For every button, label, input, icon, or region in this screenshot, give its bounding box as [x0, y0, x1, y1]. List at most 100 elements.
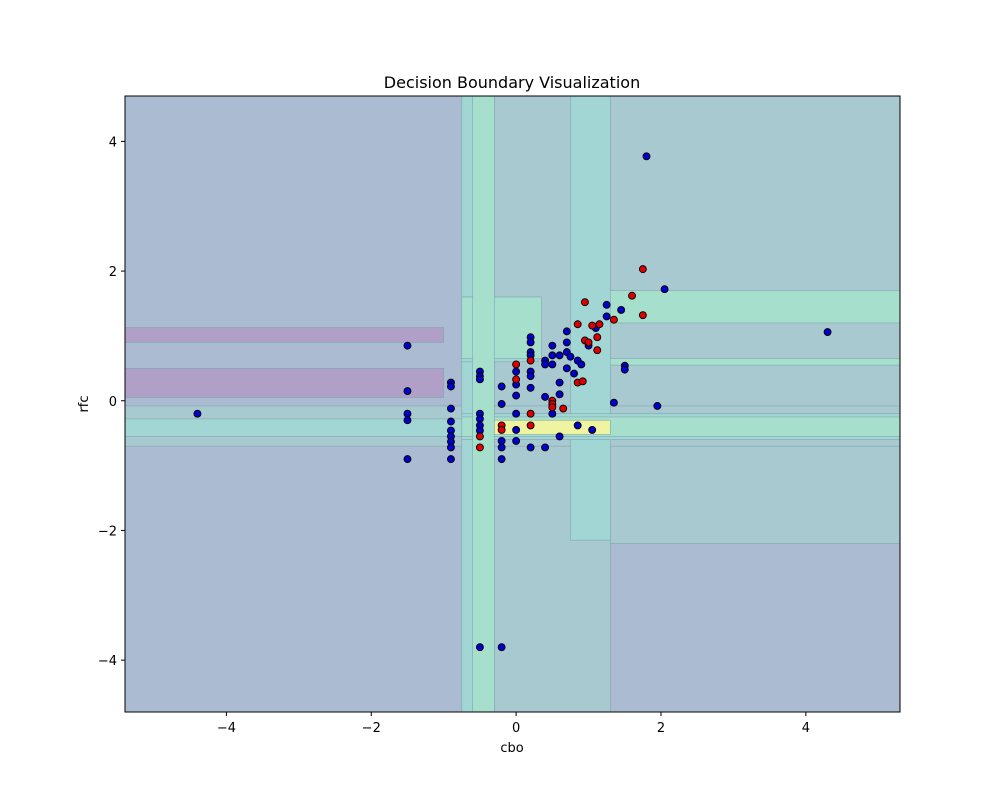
data-point-class-1 — [595, 320, 604, 329]
data-point-class-0 — [548, 351, 557, 360]
data-point-class-0 — [446, 404, 455, 413]
data-point-class-0 — [602, 312, 611, 321]
plot-frame — [124, 95, 901, 713]
data-point-class-1 — [593, 333, 602, 342]
y-tick-label: −2 — [98, 524, 117, 539]
data-point-class-1 — [628, 291, 636, 300]
data-point-class-0 — [512, 391, 521, 400]
data-point-class-0 — [570, 369, 579, 378]
x-tick-label: −4 — [217, 721, 236, 736]
data-point-class-0 — [403, 341, 412, 350]
decision-region-green — [609, 358, 900, 366]
data-points — [193, 152, 832, 652]
data-point-class-0 — [497, 382, 506, 391]
data-point-class-0 — [823, 328, 832, 336]
data-point-class-0 — [617, 306, 626, 314]
data-point-class-1 — [573, 320, 582, 329]
data-point-class-1 — [497, 425, 506, 434]
data-point-class-0 — [548, 360, 557, 369]
data-point-class-0 — [512, 437, 521, 445]
y-tick-label: −4 — [98, 654, 117, 669]
data-point-class-0 — [497, 643, 506, 652]
data-point-class-0 — [526, 372, 535, 381]
data-point-class-1 — [475, 432, 484, 441]
data-point-class-0 — [475, 643, 484, 652]
x-tick-label: −2 — [362, 721, 381, 736]
data-point-class-0 — [403, 409, 412, 418]
data-point-class-0 — [562, 327, 571, 336]
data-point-class-0 — [446, 417, 455, 426]
data-point-class-1 — [609, 315, 618, 324]
data-point-class-0 — [526, 443, 535, 452]
x-tick-label: 0 — [512, 721, 520, 736]
decision-region-green — [609, 290, 900, 324]
data-point-class-0 — [541, 443, 550, 452]
data-point-class-0 — [566, 352, 575, 361]
decision-regions — [125, 96, 900, 712]
data-point-class-1 — [512, 375, 521, 384]
data-point-class-0 — [541, 392, 550, 401]
y-tick-label: 0 — [109, 395, 117, 410]
data-point-class-0 — [577, 360, 586, 369]
data-point-class-0 — [512, 409, 521, 418]
data-point-class-0 — [602, 300, 611, 309]
data-point-class-0 — [541, 360, 550, 369]
data-point-class-1 — [526, 409, 535, 418]
data-point-class-0 — [446, 443, 455, 452]
data-point-class-0 — [555, 378, 564, 387]
data-point-class-0 — [642, 152, 651, 161]
x-axis-label: cbo — [500, 741, 523, 756]
data-point-class-0 — [475, 375, 484, 384]
data-point-class-0 — [497, 455, 506, 464]
data-point-class-0 — [660, 285, 669, 294]
data-point-class-1 — [526, 356, 535, 365]
data-point-class-1 — [512, 360, 521, 369]
data-point-class-0 — [548, 409, 557, 418]
data-point-class-0 — [446, 382, 455, 391]
y-tick-label: 4 — [109, 135, 117, 150]
data-point-class-0 — [555, 351, 564, 360]
x-axis-ticks: −4 −2 0 2 4 — [217, 712, 810, 736]
data-point-class-0 — [562, 364, 571, 373]
data-point-class-0 — [512, 367, 521, 376]
data-point-class-0 — [497, 437, 506, 445]
x-tick-label: 2 — [657, 721, 665, 736]
data-point-class-0 — [403, 455, 412, 464]
data-point-class-0 — [548, 341, 557, 350]
data-point-class-1 — [526, 421, 535, 430]
data-point-class-0 — [403, 387, 412, 395]
data-point-class-0 — [573, 421, 582, 430]
data-point-class-1 — [588, 321, 597, 330]
data-point-class-0 — [555, 432, 564, 441]
decision-region-purple — [125, 368, 444, 398]
data-point-class-1 — [638, 311, 647, 320]
y-axis-ticks: −4 −2 0 2 4 — [98, 135, 125, 669]
data-point-class-0 — [562, 338, 571, 347]
data-point-class-0 — [497, 400, 506, 408]
data-point-class-0 — [588, 425, 597, 434]
decision-region-teal — [125, 418, 463, 437]
data-point-class-1 — [638, 265, 647, 274]
data-point-class-1 — [584, 338, 593, 347]
y-tick-label: 2 — [109, 265, 117, 280]
data-point-class-0 — [555, 390, 564, 399]
data-point-class-0 — [653, 401, 662, 410]
data-point-class-0 — [609, 398, 618, 407]
x-tick-label: 4 — [802, 721, 810, 736]
data-point-class-0 — [526, 338, 535, 347]
data-point-class-0 — [620, 365, 629, 374]
data-point-class-1 — [548, 403, 557, 412]
data-point-class-0 — [403, 416, 412, 425]
decision-region-yellow — [494, 419, 611, 435]
data-point-class-1 — [593, 346, 602, 355]
chart-title: Decision Boundary Visualization — [384, 73, 640, 92]
data-point-class-0 — [446, 455, 455, 464]
data-point-class-0 — [526, 383, 535, 392]
y-axis-label: rfc — [77, 395, 92, 412]
data-point-class-1 — [475, 443, 484, 452]
data-point-class-0 — [497, 443, 506, 452]
decision-region-purple — [125, 327, 444, 343]
decision-region-green — [472, 96, 495, 712]
data-point-class-1 — [580, 298, 589, 307]
